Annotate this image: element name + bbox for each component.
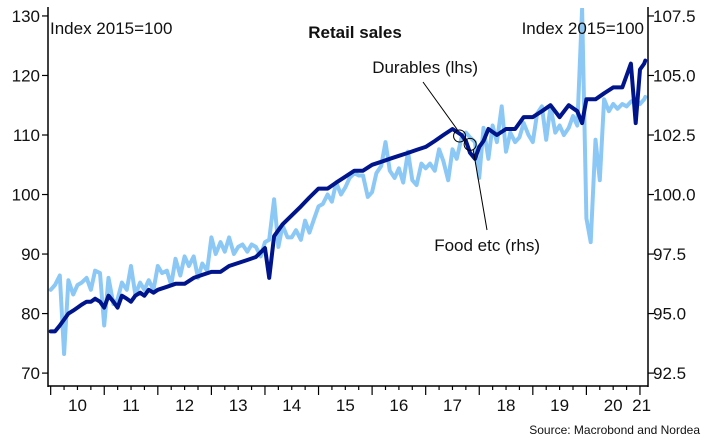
right-tick-label: 105.0 [653,66,696,85]
chart-title: Retail sales [308,23,402,42]
food-annotation: Food etc (rhs) [434,236,540,255]
left-tick-label: 70 [21,364,40,383]
durables-line [48,58,648,334]
axes: 70 80 90 100 110 120 130 92.5 95.0 97.5 100.0 102.5… [12,7,696,415]
durables-pointer-circle [453,129,467,143]
x-tick-label: 20 [604,396,623,415]
right-axis-unit-label: Index 2015=100 [522,19,644,38]
x-tick-label: 10 [68,396,87,415]
right-tick-label: 92.5 [653,364,686,383]
plot-area [48,8,648,356]
chart-text: Index 2015=100 Retail sales Index 2015=1… [50,19,700,437]
left-tick-label: 110 [13,126,40,145]
x-tick-label: 12 [175,396,194,415]
x-tick-label: 21 [632,396,651,415]
food-line [48,8,648,356]
right-tick-label: 100.0 [653,186,696,205]
left-axis-unit-label: Index 2015=100 [50,19,172,38]
durables-annotation: Durables (lhs) [372,58,478,77]
food-pointer-circle [463,137,477,151]
left-tick-label: 90 [21,245,40,264]
left-tick-label: 80 [21,305,40,324]
right-tick-label: 97.5 [653,245,686,264]
x-tick-label: 16 [389,396,408,415]
x-tick-label: 19 [550,396,569,415]
food-pointer-line [472,149,488,231]
x-tick-label: 18 [497,396,516,415]
left-tick-label: 120 [12,66,40,85]
x-tick-label: 14 [282,396,301,415]
x-tick-label: 17 [443,396,462,415]
left-tick-label: 100 [12,186,40,205]
x-tick-label: 15 [336,396,355,415]
source-note: Source: Macrobond and Nordea [529,423,700,437]
x-tick-label: 11 [122,396,140,415]
durables-pointer-line [422,81,458,131]
right-tick-label: 107.5 [653,7,696,26]
right-tick-label: 102.5 [653,126,696,145]
x-tick-label: 13 [229,396,248,415]
left-tick-label: 130 [12,7,40,26]
right-tick-label: 95.0 [653,305,686,324]
